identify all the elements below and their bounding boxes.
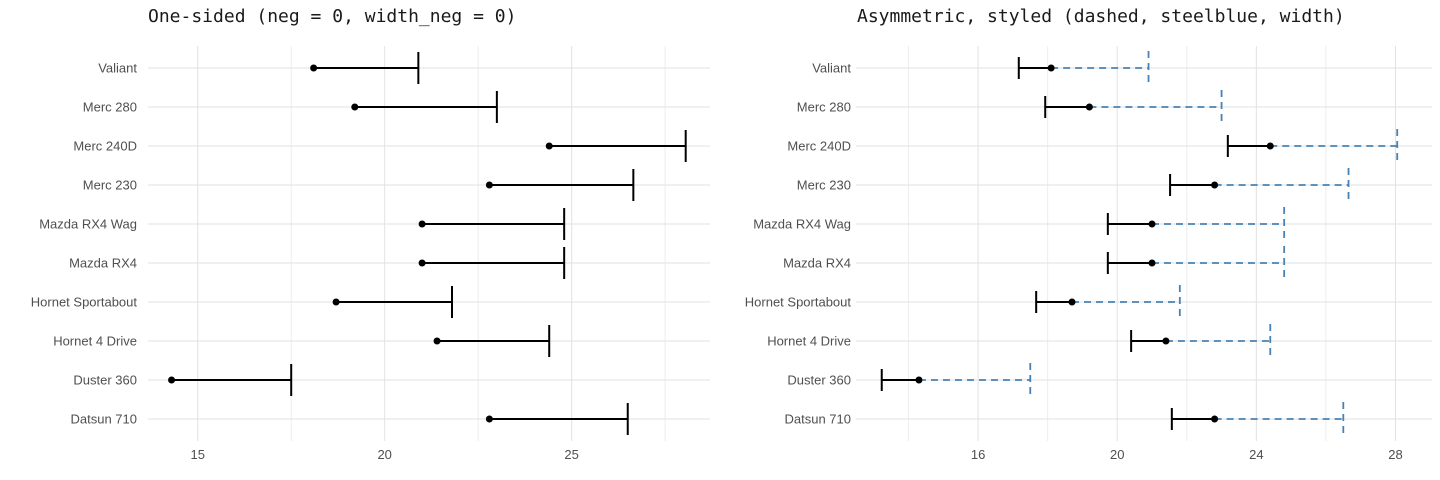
left-plot-title: One-sided (neg = 0, width_neg = 0) bbox=[148, 6, 517, 27]
data-point bbox=[418, 259, 426, 267]
data-point bbox=[1068, 298, 1076, 306]
category-label: Hornet 4 Drive bbox=[53, 334, 137, 349]
data-point bbox=[915, 376, 923, 384]
data-point bbox=[485, 181, 493, 189]
x-tick-label: 20 bbox=[377, 447, 391, 462]
data-point bbox=[485, 415, 493, 423]
data-point bbox=[1148, 259, 1156, 267]
category-label: Datsun 710 bbox=[71, 412, 138, 427]
category-label: Valiant bbox=[98, 61, 137, 76]
data-point bbox=[1266, 142, 1274, 150]
data-point bbox=[168, 376, 176, 384]
data-point bbox=[1211, 181, 1219, 189]
category-label: Hornet Sportabout bbox=[745, 295, 852, 310]
category-label: Duster 360 bbox=[73, 373, 137, 388]
category-label: Valiant bbox=[812, 61, 851, 76]
data-point bbox=[1148, 220, 1156, 228]
data-point bbox=[310, 64, 318, 72]
category-label: Hornet 4 Drive bbox=[767, 334, 851, 349]
category-label: Merc 280 bbox=[797, 100, 851, 115]
category-label: Datsun 710 bbox=[785, 412, 852, 427]
category-label: Merc 280 bbox=[83, 100, 137, 115]
data-point bbox=[332, 298, 340, 306]
data-point bbox=[418, 220, 426, 228]
data-point bbox=[1047, 64, 1055, 72]
data-point bbox=[545, 142, 553, 150]
data-point bbox=[1085, 103, 1093, 111]
category-label: Hornet Sportabout bbox=[31, 295, 138, 310]
x-tick-label: 24 bbox=[1249, 447, 1263, 462]
x-tick-label: 16 bbox=[971, 447, 985, 462]
data-point bbox=[1211, 415, 1219, 423]
category-label: Duster 360 bbox=[787, 373, 851, 388]
category-label: Merc 240D bbox=[787, 139, 851, 154]
x-tick-label: 25 bbox=[564, 447, 578, 462]
right-plot-title: Asymmetric, styled (dashed, steelblue, w… bbox=[857, 6, 1345, 27]
data-point bbox=[433, 337, 441, 345]
category-label: Merc 230 bbox=[83, 178, 137, 193]
category-label: Mazda RX4 bbox=[69, 256, 137, 271]
x-tick-label: 28 bbox=[1388, 447, 1402, 462]
category-label: Mazda RX4 Wag bbox=[753, 217, 851, 232]
category-label: Merc 230 bbox=[797, 178, 851, 193]
category-label: Merc 240D bbox=[73, 139, 137, 154]
data-point bbox=[351, 103, 359, 111]
x-tick-label: 20 bbox=[1110, 447, 1124, 462]
data-point bbox=[1162, 337, 1170, 345]
category-label: Mazda RX4 bbox=[783, 256, 851, 271]
x-tick-label: 15 bbox=[190, 447, 204, 462]
category-label: Mazda RX4 Wag bbox=[39, 217, 137, 232]
